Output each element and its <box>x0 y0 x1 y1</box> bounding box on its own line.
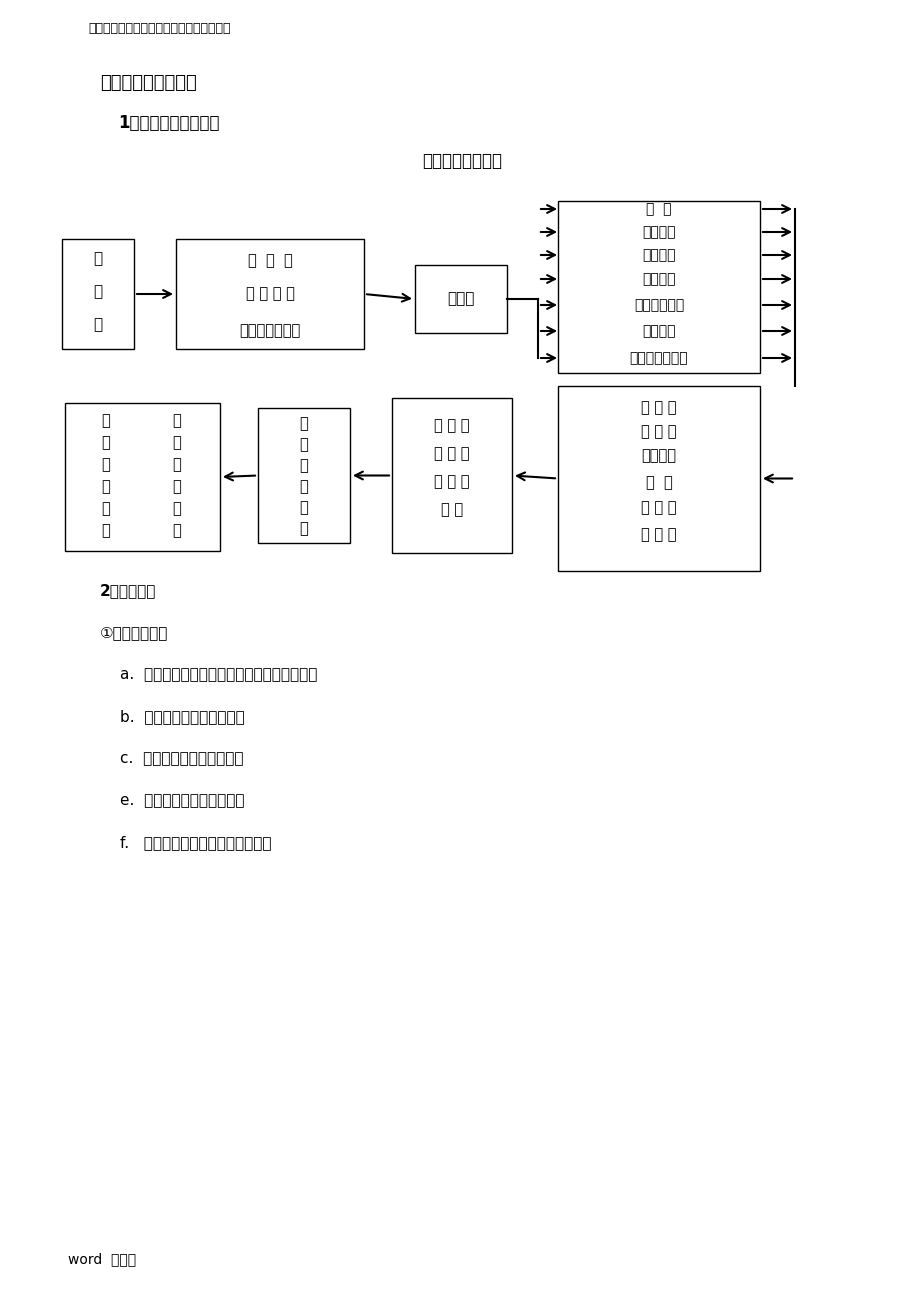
Text: word  可编辑: word 可编辑 <box>68 1252 136 1266</box>
Text: 报: 报 <box>101 501 109 516</box>
Text: 资料收集于网络，如有侵权请联系网站删除: 资料收集于网络，如有侵权请联系网站删除 <box>88 22 231 35</box>
Text: 见: 见 <box>172 523 181 539</box>
Text: 工艺设备验收: 工艺设备验收 <box>633 298 684 312</box>
Text: 暖通验收: 暖通验收 <box>641 225 675 239</box>
Text: 告: 告 <box>101 523 109 539</box>
Text: 电器验收: 电器验收 <box>641 272 675 286</box>
Text: 及 情 况: 及 情 况 <box>434 475 470 489</box>
Text: 导: 导 <box>300 480 308 494</box>
Text: 初 步 验: 初 步 验 <box>434 419 470 433</box>
Text: 地  坪: 地 坪 <box>645 202 671 216</box>
Text: 收: 收 <box>101 480 109 494</box>
Bar <box>257 409 349 543</box>
Text: 竣: 竣 <box>101 414 109 428</box>
Bar <box>65 403 220 552</box>
Text: 结构验收: 结构验收 <box>641 248 675 262</box>
Text: 项 目 办: 项 目 办 <box>641 424 676 440</box>
Bar <box>62 239 134 349</box>
Text: 竣  工  图: 竣 工 图 <box>247 254 292 268</box>
Text: 生产部: 生产部 <box>447 291 474 307</box>
Text: b.  风管接口是否符合要求；: b. 风管接口是否符合要求； <box>119 709 244 725</box>
Text: e.  风管包装是否符合要求；: e. 风管包装是否符合要求； <box>119 794 244 808</box>
Text: 1．基本验收程序框图: 1．基本验收程序框图 <box>118 114 220 131</box>
Text: a.  风管系统总体布局是否按照设计图纸施工；: a. 风管系统总体布局是否按照设计图纸施工； <box>119 667 317 683</box>
Bar <box>558 200 759 373</box>
Text: 意: 意 <box>172 501 181 516</box>
Bar <box>414 265 506 333</box>
Text: 收 意 见: 收 意 见 <box>434 446 470 462</box>
Text: 三、验收程序及细则: 三、验收程序及细则 <box>100 74 197 92</box>
Text: 质 管 部: 质 管 部 <box>641 527 676 543</box>
Text: 收: 收 <box>172 436 181 450</box>
Text: 目: 目 <box>94 285 102 299</box>
Text: 验: 验 <box>172 414 181 428</box>
Text: 合同及补充协议: 合同及补充协议 <box>239 324 301 338</box>
Text: 定: 定 <box>172 480 181 494</box>
Text: 车  间: 车 间 <box>645 475 672 490</box>
Text: 验: 验 <box>101 458 109 472</box>
Text: 基本验收程序框图: 基本验收程序框图 <box>422 152 502 170</box>
Text: 组: 组 <box>300 522 308 536</box>
Text: 收: 收 <box>300 437 308 453</box>
Text: 安 保 部: 安 保 部 <box>641 501 676 515</box>
Text: 评: 评 <box>172 458 181 472</box>
Bar <box>176 239 364 349</box>
Text: 办: 办 <box>94 317 102 333</box>
Text: 领: 领 <box>300 458 308 474</box>
Text: 生 产 部: 生 产 部 <box>641 401 676 415</box>
Text: f.   风管系统所用全部材料的数量；: f. 风管系统所用全部材料的数量； <box>119 835 271 851</box>
Text: 小: 小 <box>300 501 308 515</box>
Text: 竣 工 报 告: 竣 工 报 告 <box>245 286 294 302</box>
Text: 说 明: 说 明 <box>440 502 462 518</box>
Text: ①风管系统部分: ①风管系统部分 <box>100 626 168 640</box>
Bar <box>391 398 512 553</box>
Text: c.  风管材料是否符合要求；: c. 风管材料是否符合要求； <box>119 752 244 766</box>
Text: 实物清点: 实物清点 <box>641 324 675 338</box>
Text: 验: 验 <box>300 416 308 432</box>
Bar <box>558 386 759 571</box>
Text: 2．验收细则: 2．验收细则 <box>100 584 156 598</box>
Text: 项: 项 <box>94 251 102 267</box>
Text: 工: 工 <box>101 436 109 450</box>
Text: 施工单位: 施工单位 <box>641 449 675 463</box>
Text: 洁净区测试情况: 洁净区测试情况 <box>629 351 687 366</box>
